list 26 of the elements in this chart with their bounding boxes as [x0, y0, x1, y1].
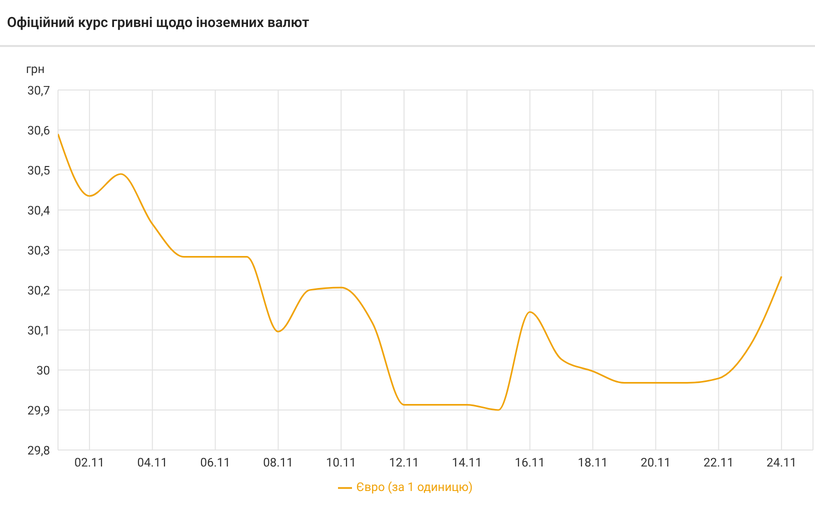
- x-tick-label: 04.11: [137, 456, 168, 470]
- chart-title: Офіційний курс гривні щодо іноземних валют: [0, 0, 815, 47]
- x-tick-label: 22.11: [704, 456, 734, 470]
- legend-label: Євро (за 1 одиницю): [356, 480, 473, 494]
- x-tick-label: 12.11: [388, 456, 420, 470]
- y-tick-label: 30,4: [27, 203, 50, 218]
- x-tick-label: 10.11: [326, 456, 356, 470]
- x-tick-label: 08.11: [263, 456, 294, 470]
- y-tick-label: 30,6: [27, 123, 50, 138]
- y-tick-label: 30,2: [27, 283, 50, 298]
- y-axis-title: грн: [26, 62, 45, 76]
- line-series: [58, 133, 782, 411]
- y-tick-label: 29,9: [27, 403, 50, 418]
- x-tick-label: 18.11: [578, 456, 608, 470]
- x-tick-label: 06.11: [200, 456, 230, 470]
- y-tick-label: 30,3: [27, 243, 50, 258]
- y-tick-label: 30: [36, 363, 50, 378]
- x-tick-label: 20.11: [640, 456, 671, 470]
- y-tick-label: 30,5: [27, 163, 50, 178]
- x-tick-label: 14.11: [452, 456, 482, 470]
- x-tick-label: 16.11: [514, 456, 545, 470]
- y-tick-label: 30,7: [27, 83, 50, 98]
- x-tick-label: 02.11: [74, 456, 105, 470]
- y-tick-label: 29,8: [27, 443, 50, 458]
- x-tick-label: 24.11: [766, 456, 797, 470]
- y-tick-label: 30,1: [27, 323, 50, 338]
